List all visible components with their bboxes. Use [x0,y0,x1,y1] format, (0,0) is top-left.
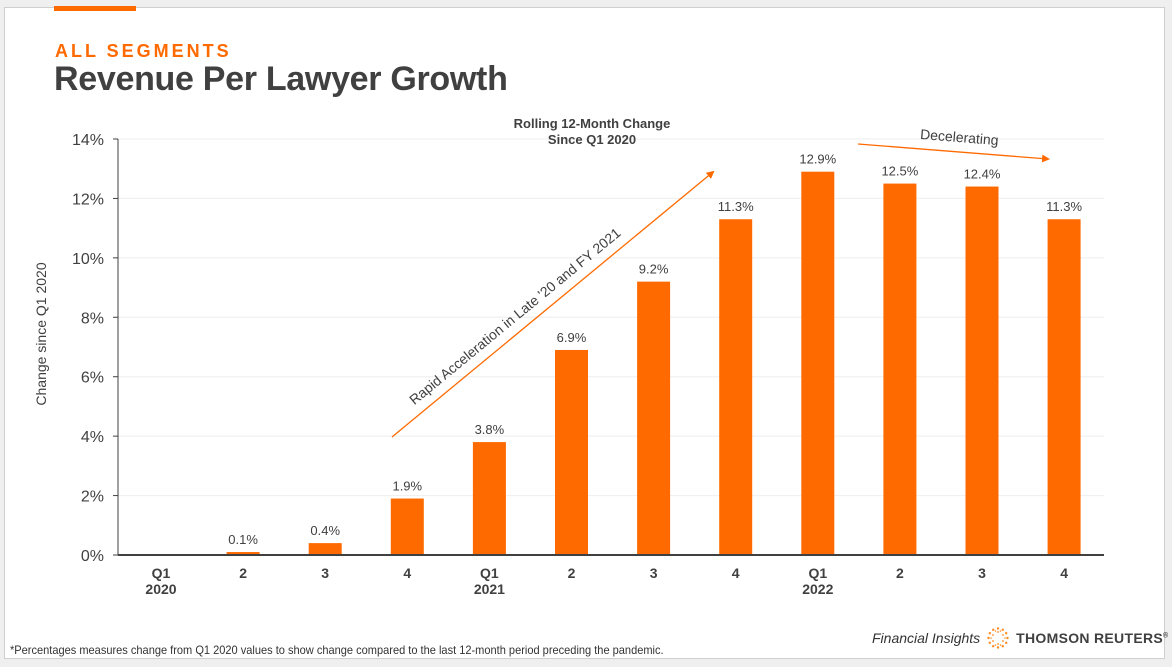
bar [555,349,588,555]
brand-block: Financial Insights THOMSON REUTERS® [872,626,1168,650]
bar [1047,219,1081,555]
brand-insights-label: Financial Insights [872,630,981,646]
thomson-reuters-logo-icon [987,627,1009,649]
x-tick-label: Q1 [808,565,827,581]
x-tick-label: 2 [568,565,576,581]
x-tick-label: Q1 [152,565,171,581]
acceleration-annotation: Rapid Acceleration in Late '20 and FY 20… [406,224,624,407]
bar [801,171,835,555]
y-tick-label: 12% [72,191,104,208]
bar [719,219,753,555]
x-tick-label: 3 [978,565,986,581]
y-tick-label: 0% [81,548,104,565]
y-tick-label: 6% [81,370,104,387]
bar [965,186,999,556]
y-tick-label: 8% [81,310,104,327]
footnote: *Percentages measures change from Q1 202… [10,643,664,657]
acceleration-arrow [391,170,715,438]
brand-name-text: THOMSON REUTERS [1016,630,1164,646]
data-label: 12.5% [881,164,918,179]
data-label: 1.9% [392,479,422,494]
x-tick-label: 4 [403,565,411,581]
y-axis-title: Change since Q1 2020 [33,262,49,405]
bar [390,498,424,555]
data-label: 11.3% [718,199,754,214]
accent-bar [54,6,136,11]
x-tick-label-year: 2020 [145,581,176,597]
x-tick-label-year: 2022 [802,581,833,597]
chart-title-line2: Since Q1 2020 [548,132,636,147]
y-tick-label: 2% [81,489,104,506]
deceleration-arrow [857,143,1050,163]
axes [113,138,1104,556]
x-tick-label: Q1 [480,565,499,581]
x-tick-label-year: 2021 [474,581,505,597]
bars [226,171,1081,556]
data-label: 12.4% [964,167,1001,182]
bar [472,442,506,555]
brand-registered-mark: ® [1163,632,1169,640]
bar [226,552,260,555]
data-label: 9.2% [639,262,669,277]
deceleration-annotation: Decelerating [920,126,1000,148]
x-tick-label: 4 [1060,565,1068,581]
data-label: 11.3% [1046,199,1082,214]
data-label: 3.8% [475,422,505,437]
x-tick-label: 4 [732,565,740,581]
x-tick-label: 3 [650,565,658,581]
bar [637,281,671,555]
bar [883,183,917,556]
x-tick-label: 2 [896,565,904,581]
data-label: 0.1% [228,532,258,547]
y-tick-labels: 0% 2% 4% 6% 8% 10% 12% 14% [72,132,104,565]
data-label: 6.9% [557,330,587,345]
bar [308,543,342,555]
gridlines [118,138,1104,497]
brand-name: THOMSON REUTERS® [1016,630,1168,646]
y-tick-label: 14% [72,132,104,149]
data-label: 0.4% [310,523,340,538]
data-labels: 0.1% 0.4% 1.9% 3.8% 6.9% 9.2% 11.3% 12.9% 12.5% 1… [228,152,1082,547]
data-label: 12.9% [799,152,836,167]
chart-title-line1: Rolling 12-Month Change [514,116,671,131]
x-tick-label: 3 [321,565,329,581]
x-tick-label: 2 [239,565,247,581]
page-title: Revenue Per Lawyer Growth [54,60,508,98]
section-eyebrow: ALL SEGMENTS [55,41,232,61]
y-tick-label: 10% [72,251,104,268]
y-tick-label: 4% [81,429,104,446]
